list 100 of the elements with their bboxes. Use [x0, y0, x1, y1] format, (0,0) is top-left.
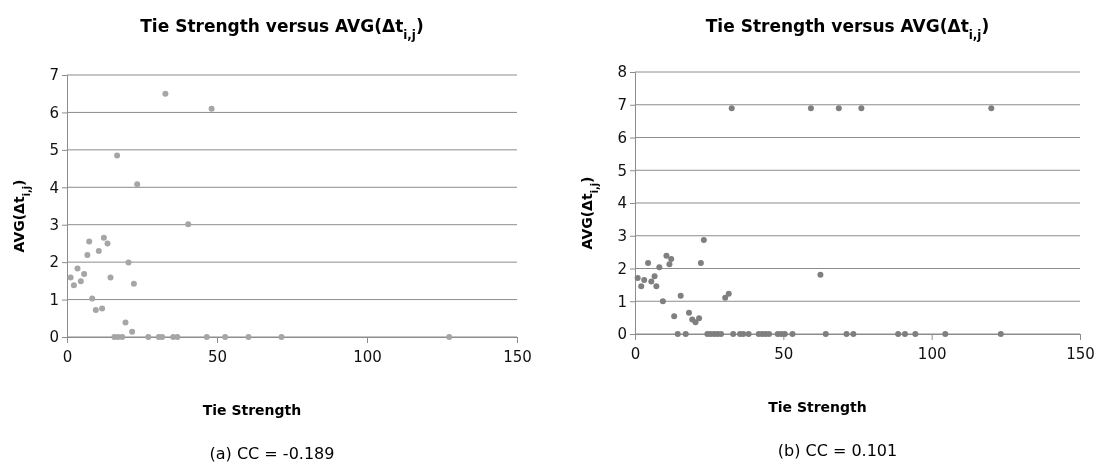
point	[895, 331, 902, 337]
point	[645, 259, 652, 266]
point	[677, 292, 684, 299]
chart-title: Tie Strength versus AVG(Δt$_{i,j}$)	[140, 16, 424, 42]
point	[674, 331, 681, 337]
point	[728, 105, 735, 112]
point	[682, 331, 689, 337]
point	[671, 313, 678, 320]
y-tick-label: 3	[49, 216, 59, 235]
point	[685, 309, 692, 316]
x-tick-label: 150	[1066, 344, 1095, 363]
y-tick-label: 7	[617, 96, 627, 115]
point	[107, 274, 114, 281]
y-tick-label: 8	[617, 63, 627, 82]
y-tick-label: 7	[49, 66, 59, 85]
point	[125, 259, 132, 266]
point	[740, 331, 747, 337]
point	[130, 280, 137, 287]
point	[822, 331, 829, 337]
chart-title: Tie Strength versus AVG(Δt$_{i,j}$)	[705, 16, 990, 42]
point	[858, 105, 865, 112]
point	[446, 334, 453, 340]
point	[648, 278, 655, 285]
x-tick-label: 0	[630, 344, 641, 363]
point	[722, 294, 729, 301]
point	[208, 105, 215, 112]
x-tick-label: 150	[503, 347, 532, 366]
point	[100, 234, 107, 241]
y-tick-label: 2	[49, 253, 59, 272]
point	[656, 264, 663, 271]
point	[942, 331, 949, 337]
point	[67, 274, 74, 281]
y-tick-label: 1	[49, 290, 59, 309]
x-tick-label: 100	[917, 344, 947, 363]
point	[104, 240, 111, 247]
point	[696, 315, 703, 322]
y-tick-label: 0	[49, 328, 59, 347]
point	[159, 334, 166, 340]
point	[222, 334, 229, 340]
point	[634, 275, 641, 281]
point	[700, 237, 707, 244]
point	[278, 334, 285, 340]
y-tick-label: 0	[617, 325, 627, 344]
x-tick-label: 0	[62, 347, 73, 366]
x-tick-label: 50	[774, 344, 794, 363]
point	[134, 181, 141, 188]
point	[668, 256, 675, 262]
point	[807, 105, 814, 112]
point	[77, 278, 84, 285]
point	[99, 305, 106, 312]
text: (b) CC = 0.101	[777, 441, 898, 460]
point	[86, 238, 93, 245]
point	[850, 331, 857, 337]
point	[725, 290, 732, 297]
point	[659, 298, 666, 305]
point	[666, 261, 673, 268]
y-tick-label: 6	[617, 128, 627, 147]
point	[638, 283, 645, 290]
point	[203, 334, 210, 340]
point	[988, 105, 995, 112]
point	[70, 282, 77, 289]
point	[766, 331, 773, 337]
point	[997, 331, 1004, 337]
point	[185, 221, 192, 228]
point	[697, 259, 704, 266]
point	[81, 271, 88, 278]
point	[912, 331, 919, 337]
text: (a) CC = -0.189	[209, 444, 335, 463]
point	[641, 276, 648, 283]
y-tick-label: 5	[617, 161, 627, 180]
point	[901, 331, 908, 337]
y-tick-label: 3	[617, 227, 627, 246]
y-tick-label: 6	[49, 103, 59, 122]
x-tick-label: 50	[207, 347, 228, 366]
point	[718, 331, 725, 337]
point	[74, 265, 81, 272]
x-axis-title: Tie Strength	[202, 402, 302, 418]
y-tick-label: 4	[617, 194, 627, 213]
point	[730, 331, 737, 337]
point	[835, 105, 842, 112]
x-axis-title: Tie Strength	[768, 399, 867, 415]
point	[129, 328, 136, 335]
point	[663, 252, 670, 259]
point	[122, 319, 129, 326]
y-tick-label: 5	[49, 141, 59, 160]
point	[145, 334, 152, 340]
point	[789, 331, 796, 337]
y-tick-label: 4	[49, 178, 59, 197]
point	[651, 273, 658, 280]
y-tick-label: 2	[617, 259, 627, 278]
point	[817, 271, 824, 278]
x-tick-label: 100	[353, 347, 382, 366]
point	[843, 331, 850, 337]
point	[95, 247, 102, 254]
point	[114, 152, 121, 159]
point	[92, 307, 99, 314]
point	[745, 331, 752, 337]
point	[653, 283, 660, 290]
point	[89, 295, 96, 302]
point	[162, 90, 169, 97]
